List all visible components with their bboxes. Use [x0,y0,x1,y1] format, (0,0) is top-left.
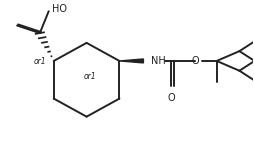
Text: HO: HO [53,4,68,14]
Text: O: O [192,56,199,66]
Polygon shape [119,59,144,63]
Text: O: O [167,93,175,103]
Text: NH: NH [151,56,166,66]
Text: or1: or1 [84,72,97,81]
Text: or1: or1 [34,57,46,66]
